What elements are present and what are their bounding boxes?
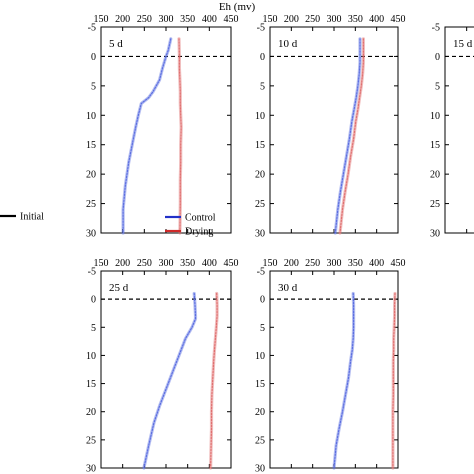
series-line-drying <box>210 292 218 469</box>
x-tick-label: 350 <box>180 258 195 269</box>
y-tick-label: 20 <box>255 407 265 418</box>
panel-label: 10 d <box>278 38 298 50</box>
x-tick-label: 350 <box>348 14 363 25</box>
y-tick-label: 5 <box>435 81 440 92</box>
y-tick-label: 0 <box>91 52 96 63</box>
panel-5-d: 150 200 250 300 350 400 450 -5 0 5 10 15 20 25 30 5 d Co… <box>86 14 239 240</box>
y-tick-label: 15 <box>255 140 265 151</box>
x-tick-label: 300 <box>159 258 174 269</box>
y-tick-label: -5 <box>432 23 440 34</box>
x-tick-label: 200 <box>284 258 299 269</box>
x-tick-label: 150 <box>94 14 109 25</box>
y-tick-label: 25 <box>86 199 96 210</box>
y-tick-label: 25 <box>86 435 96 446</box>
legend-label-initial: Initial <box>20 212 44 223</box>
series-line-drying <box>392 292 396 469</box>
y-tick-label: 0 <box>435 52 440 63</box>
shared-x-axis-label: Eh (mv) <box>219 1 256 13</box>
y-tick-label: 20 <box>86 407 96 418</box>
y-tick-label: 15 <box>86 140 96 151</box>
x-tick-label: 400 <box>369 258 384 269</box>
y-tick-label: 10 <box>430 111 440 122</box>
x-tick-label: 450 <box>224 258 239 269</box>
y-tick-label: 10 <box>86 111 96 122</box>
x-tick-label: 300 <box>327 14 342 25</box>
x-tick-label: 400 <box>202 14 217 25</box>
series-line-control <box>333 292 355 469</box>
panel-label: 30 d <box>278 282 298 294</box>
x-tick-label: 150 <box>94 258 109 269</box>
y-tick-label: 25 <box>430 199 440 210</box>
y-tick-label: 15 <box>430 140 440 151</box>
y-tick-label: 30 <box>255 229 265 240</box>
x-tick-label: 250 <box>305 14 320 25</box>
series-line-drying <box>339 38 364 234</box>
x-tick-label: 250 <box>137 14 152 25</box>
y-tick-label: 5 <box>260 81 265 92</box>
x-tick-label: 250 <box>137 258 152 269</box>
panel-label: 5 d <box>109 38 123 50</box>
y-tick-label: 15 <box>255 379 265 390</box>
x-tick-label: 450 <box>391 14 406 25</box>
panel-frame <box>269 26 399 234</box>
y-tick-label: 10 <box>255 111 265 122</box>
y-tick-label: 30 <box>255 464 265 474</box>
y-tick-label: 20 <box>86 170 96 181</box>
panel-label: 25 d <box>109 282 129 294</box>
series-line-control-halo <box>121 37 173 235</box>
y-tick-label: 0 <box>260 295 265 306</box>
x-tick-label: 200 <box>115 14 130 25</box>
x-tick-label: 350 <box>180 14 195 25</box>
x-tick-label: 150 <box>263 258 278 269</box>
y-tick-label: 20 <box>255 170 265 181</box>
x-tick-label: 300 <box>159 14 174 25</box>
x-tick-label: 450 <box>391 258 406 269</box>
y-tick-label: 5 <box>91 323 96 334</box>
panel-25-d: 150 200 250 300 350 400 450 -5 0 5 10 15 20 25 30 25 d <box>86 258 239 474</box>
x-tick-label: 150 <box>263 14 278 25</box>
series-line-drying <box>178 38 182 234</box>
legend-label-drying: Drying <box>185 227 213 238</box>
y-tick-label: 20 <box>430 170 440 181</box>
y-tick-label: -5 <box>88 23 96 34</box>
panel-frame <box>444 26 474 234</box>
x-tick-label: 400 <box>202 258 217 269</box>
panel-frame <box>269 270 399 469</box>
y-tick-label: 30 <box>430 229 440 240</box>
y-tick-label: 10 <box>255 351 265 362</box>
panel-label: 15 d <box>453 38 473 50</box>
y-tick-label: 30 <box>86 229 96 240</box>
y-tick-label: 5 <box>91 81 96 92</box>
y-tick-label: 30 <box>86 464 96 474</box>
panel-10-d: 150 200 250 300 350 400 450 -5 0 5 10 15 20 25 30 10 d <box>255 14 406 240</box>
x-tick-label: 350 <box>348 258 363 269</box>
panel-15-d: -5 0 5 10 15 20 25 30 15 d <box>430 23 474 240</box>
x-tick-label: 250 <box>305 258 320 269</box>
x-tick-label: 400 <box>369 14 384 25</box>
x-tick-label: 450 <box>224 14 239 25</box>
series-line-control <box>334 38 361 234</box>
y-tick-label: 15 <box>86 379 96 390</box>
y-tick-label: -5 <box>257 267 265 278</box>
y-tick-label: 0 <box>260 52 265 63</box>
y-tick-label: 5 <box>260 323 265 334</box>
x-tick-label: 200 <box>284 14 299 25</box>
y-tick-label: 0 <box>91 295 96 306</box>
series-line-control <box>122 38 172 234</box>
x-tick-label: 200 <box>115 258 130 269</box>
y-tick-label: -5 <box>88 267 96 278</box>
legend-label-control: Control <box>185 213 216 224</box>
panel-partial-left-top: Initial <box>0 212 44 223</box>
y-tick-label: 25 <box>255 199 265 210</box>
y-tick-label: 25 <box>255 435 265 446</box>
y-tick-label: -5 <box>257 23 265 34</box>
x-tick-label: 300 <box>327 258 342 269</box>
panel-30-d: 150 200 250 300 350 400 450 -5 0 5 10 15 20 25 30 30 d <box>255 258 406 474</box>
series-line-control <box>143 292 197 469</box>
y-tick-label: 10 <box>86 351 96 362</box>
